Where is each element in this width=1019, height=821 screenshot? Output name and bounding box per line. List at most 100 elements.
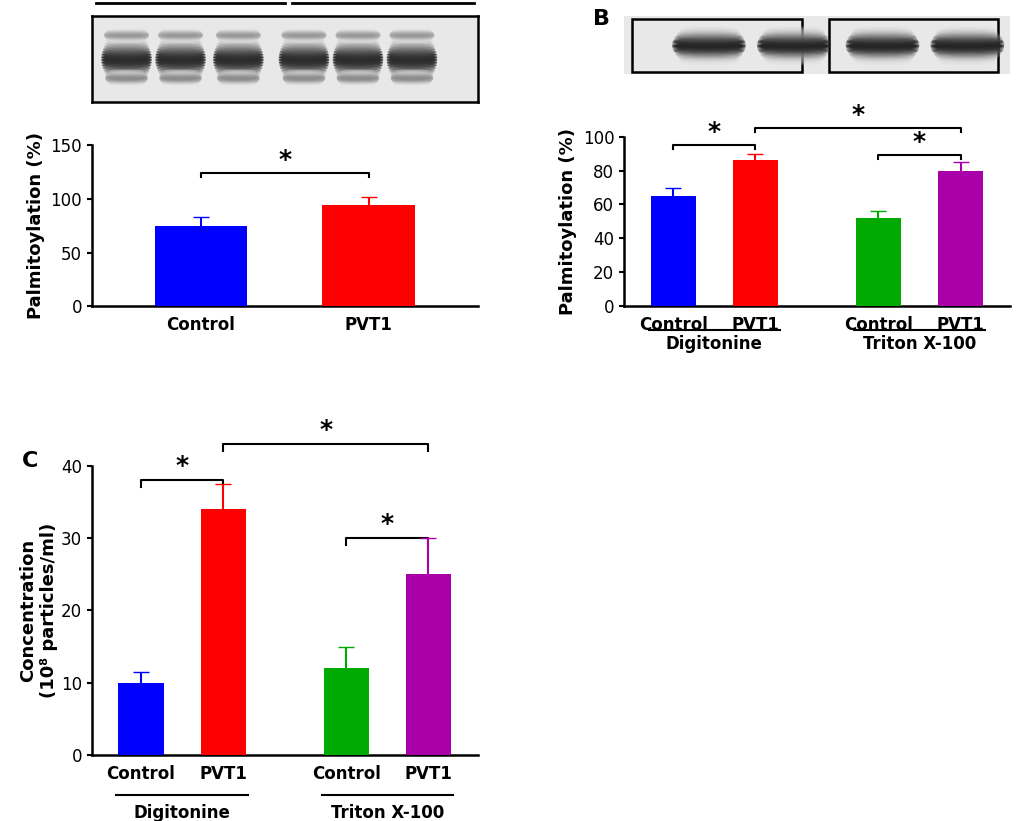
Ellipse shape (217, 78, 260, 80)
Ellipse shape (213, 56, 264, 60)
Text: Digitonine: Digitonine (133, 804, 230, 821)
Ellipse shape (220, 83, 256, 85)
Ellipse shape (157, 67, 204, 71)
Ellipse shape (333, 51, 382, 55)
Ellipse shape (279, 51, 328, 55)
Ellipse shape (162, 82, 199, 84)
Ellipse shape (285, 29, 322, 30)
Ellipse shape (336, 75, 378, 76)
Text: *: * (175, 454, 189, 478)
Ellipse shape (391, 39, 432, 40)
Ellipse shape (388, 34, 434, 36)
Ellipse shape (389, 36, 434, 38)
Ellipse shape (283, 75, 324, 79)
Ellipse shape (216, 37, 260, 38)
Ellipse shape (106, 39, 147, 40)
Ellipse shape (219, 82, 257, 83)
Ellipse shape (681, 62, 736, 66)
Ellipse shape (336, 78, 379, 80)
Ellipse shape (338, 30, 377, 31)
Ellipse shape (929, 45, 1004, 48)
Ellipse shape (106, 30, 147, 32)
Ellipse shape (284, 73, 323, 74)
Ellipse shape (763, 30, 823, 33)
Ellipse shape (335, 44, 379, 47)
Ellipse shape (336, 76, 379, 77)
Ellipse shape (338, 39, 377, 41)
Ellipse shape (935, 57, 998, 59)
Ellipse shape (160, 75, 201, 76)
Ellipse shape (336, 38, 379, 39)
Text: *: * (851, 103, 864, 127)
Ellipse shape (340, 27, 375, 29)
Ellipse shape (158, 70, 203, 74)
Ellipse shape (849, 34, 914, 37)
Bar (118, 683, 163, 755)
Ellipse shape (389, 70, 434, 74)
Ellipse shape (160, 31, 201, 32)
Ellipse shape (107, 35, 146, 39)
Ellipse shape (929, 44, 1004, 47)
Ellipse shape (338, 73, 377, 75)
Ellipse shape (932, 51, 1001, 54)
Ellipse shape (282, 75, 324, 76)
Ellipse shape (156, 65, 205, 69)
Ellipse shape (845, 41, 918, 44)
Ellipse shape (159, 75, 201, 76)
Ellipse shape (386, 62, 436, 66)
Ellipse shape (109, 27, 144, 29)
Ellipse shape (158, 71, 202, 76)
Ellipse shape (389, 44, 434, 48)
Ellipse shape (156, 62, 205, 66)
Ellipse shape (332, 54, 383, 58)
Ellipse shape (155, 57, 206, 61)
Ellipse shape (388, 46, 435, 50)
Ellipse shape (336, 37, 379, 39)
Ellipse shape (282, 38, 325, 39)
Ellipse shape (337, 76, 378, 80)
Ellipse shape (279, 49, 328, 53)
Ellipse shape (386, 53, 436, 57)
Ellipse shape (334, 48, 381, 52)
Ellipse shape (108, 82, 145, 84)
Ellipse shape (673, 48, 744, 52)
Ellipse shape (215, 35, 261, 36)
Ellipse shape (678, 57, 739, 59)
Ellipse shape (678, 30, 739, 33)
Ellipse shape (389, 33, 434, 34)
Ellipse shape (335, 44, 380, 48)
Bar (650, 196, 695, 306)
Ellipse shape (216, 44, 260, 47)
Ellipse shape (848, 53, 915, 56)
Ellipse shape (218, 30, 259, 32)
Ellipse shape (109, 71, 144, 72)
Ellipse shape (757, 48, 829, 51)
Bar (937, 171, 982, 306)
Ellipse shape (217, 80, 259, 81)
Ellipse shape (675, 53, 742, 56)
Ellipse shape (162, 83, 199, 85)
Ellipse shape (390, 76, 433, 78)
Ellipse shape (674, 36, 743, 39)
Ellipse shape (676, 53, 741, 57)
Ellipse shape (218, 78, 258, 81)
Ellipse shape (213, 53, 263, 57)
Ellipse shape (335, 33, 380, 34)
Ellipse shape (213, 57, 264, 61)
Ellipse shape (759, 53, 826, 56)
Ellipse shape (280, 68, 327, 72)
Ellipse shape (104, 34, 149, 35)
Ellipse shape (339, 29, 376, 30)
Ellipse shape (390, 79, 433, 80)
Ellipse shape (393, 41, 429, 43)
Ellipse shape (163, 71, 198, 72)
Ellipse shape (281, 33, 326, 34)
Ellipse shape (392, 30, 431, 31)
Ellipse shape (335, 37, 380, 38)
Ellipse shape (679, 29, 738, 32)
Ellipse shape (756, 44, 830, 47)
Ellipse shape (388, 48, 435, 52)
Ellipse shape (673, 39, 744, 42)
Ellipse shape (929, 46, 1003, 49)
Ellipse shape (159, 78, 202, 80)
